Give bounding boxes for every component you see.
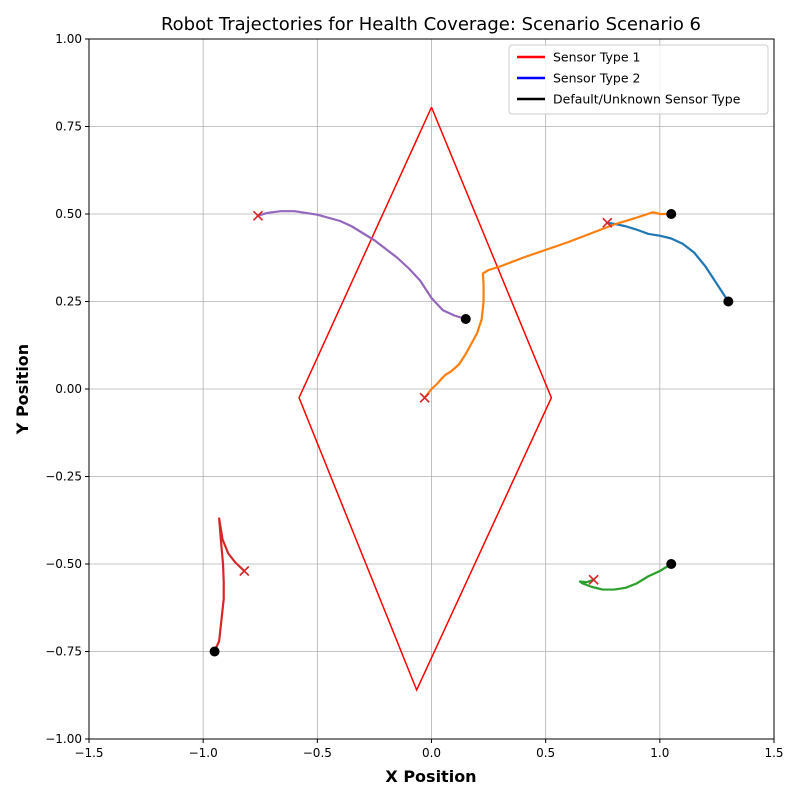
legend-label-1: Sensor Type 1	[553, 50, 640, 65]
end-marker-stroke	[588, 574, 599, 585]
y-tick-label: 1.00	[55, 32, 82, 46]
x-tick-label: −1.5	[74, 746, 103, 760]
chart-title: Robot Trajectories for Health Coverage: …	[161, 14, 701, 35]
trajectory-line-4	[213, 517, 246, 653]
coverage-region-outline	[298, 106, 553, 692]
legend-label-3: Default/Unknown Sensor Type	[553, 92, 741, 107]
start-marker-4	[209, 646, 220, 657]
y-tick-label: 0.50	[55, 207, 82, 221]
x-tick-label: 0.5	[536, 746, 555, 760]
y-tick-label: 0.25	[55, 295, 82, 309]
x-tick-label: −1.0	[189, 746, 218, 760]
start-marker-2	[666, 209, 677, 219]
x-tick-label: 0.0	[422, 746, 441, 760]
trajectory-line-5	[256, 210, 467, 321]
y-tick-label: −0.25	[45, 470, 82, 484]
end-marker-stroke	[602, 217, 613, 228]
x-axis-title: X Position	[385, 767, 476, 786]
trajectory-line-2	[423, 211, 673, 399]
coverage-region	[298, 106, 553, 692]
start-marker-3	[666, 559, 677, 569]
end-marker-4	[239, 565, 250, 577]
end-marker-stroke	[252, 210, 264, 221]
legend-label-2: Sensor Type 2	[553, 71, 640, 86]
end-marker-stroke	[239, 565, 250, 577]
legend-box	[508, 44, 769, 115]
y-tick-label: −0.75	[45, 645, 82, 659]
y-tick-label: −1.00	[45, 732, 82, 746]
end-marker-1	[602, 217, 613, 228]
start-marker-5	[460, 314, 471, 324]
end-marker-5	[252, 210, 264, 221]
legend: Sensor Type 1 Sensor Type 2 Default/Unknow…	[508, 44, 769, 115]
start-marker-1	[723, 296, 734, 307]
x-tick-label: 1.0	[650, 746, 669, 760]
x-tick-label: −0.5	[303, 746, 332, 760]
end-marker-3	[588, 574, 599, 585]
end-marker-stroke	[419, 392, 430, 403]
trajectory-series	[213, 210, 730, 653]
x-tick-label: 1.5	[764, 746, 783, 760]
trajectory-line-3	[578, 562, 673, 591]
y-axis-title: Y Position	[13, 344, 32, 435]
end-marker-2	[419, 392, 430, 403]
y-tick-label: −0.50	[45, 557, 82, 571]
y-tick-label: 0.00	[55, 382, 82, 396]
y-tick-label: 0.75	[55, 120, 82, 134]
axis-ticks: −1.5 −1.0 −0.5 0.0 0.5 1.0 1.5 −1.00 −0.75 −0.50 −…	[45, 32, 783, 760]
trajectory-line-1	[606, 221, 730, 303]
trajectory-markers	[209, 209, 734, 657]
